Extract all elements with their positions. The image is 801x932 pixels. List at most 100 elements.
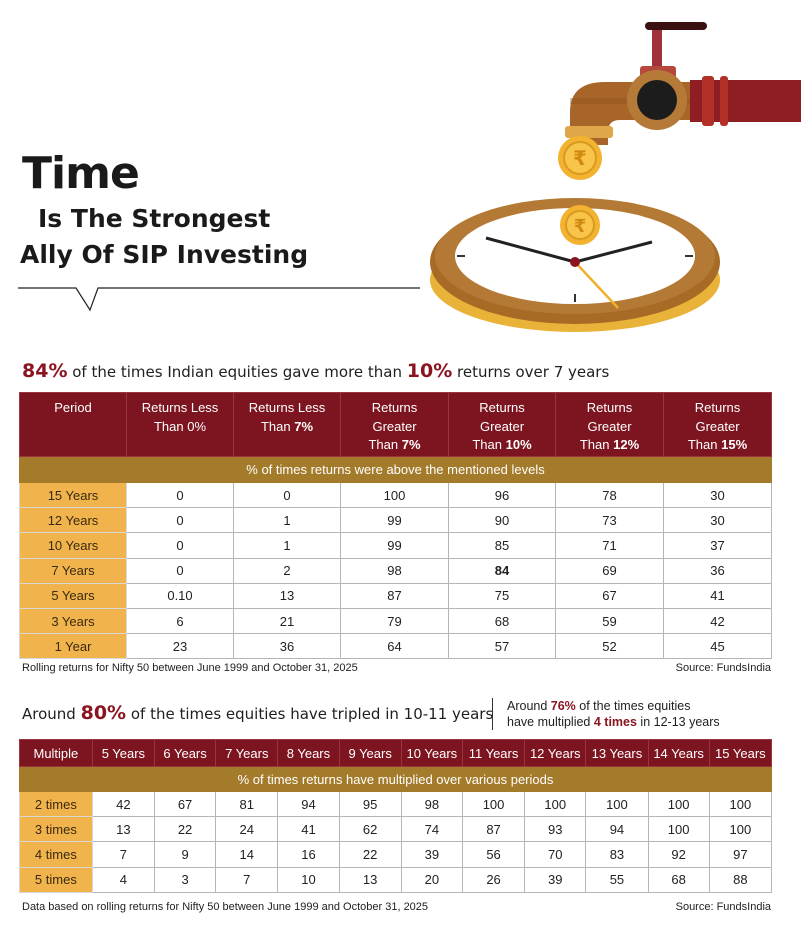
returns-value-cell: 100 <box>340 481 449 509</box>
returns-table-row: 7 Years 0 2 98 84 69 36 <box>19 557 772 584</box>
returns-value-cell: 37 <box>663 532 772 559</box>
hero-section: Time Is The Strongest Ally Of SIP Invest… <box>0 0 801 350</box>
multiples-value-cell: 100 <box>647 790 710 818</box>
returns-value-cell: 67 <box>555 582 664 609</box>
side-note: Around 76% of the times equities have mu… <box>492 698 720 730</box>
returns-value-cell: 90 <box>448 507 556 534</box>
header-period: Period <box>19 392 127 457</box>
header-gt-12: Returns Greater Than 12% <box>555 392 664 457</box>
multiples-value-cell: 92 <box>647 841 710 868</box>
multiples-band-row: % of times returns have multiplied over … <box>19 766 772 792</box>
side-note-percent: 76% <box>550 699 576 713</box>
multiples-table-row: 3 times 13 22 24 41 62 74 87 93 94 100 100 <box>19 816 773 843</box>
multiples-value-cell: 94 <box>585 816 649 843</box>
returns-value-cell: 85 <box>448 532 556 559</box>
rupee-coin-icon: ₹ <box>558 136 602 180</box>
section1-headline: 84% of the times Indian equities gave mo… <box>22 360 609 382</box>
returns-table-row: 5 Years 0.10 13 87 75 67 41 <box>19 582 772 609</box>
multiples-value-cell: 100 <box>708 816 773 843</box>
returns-value-cell: 6 <box>126 607 234 635</box>
speech-bubble-line <box>18 287 420 312</box>
tap-icon <box>565 22 801 145</box>
returns-value-cell: 42 <box>663 607 772 635</box>
multiples-value-cell: 22 <box>153 816 217 843</box>
multiples-value-cell: 83 <box>585 841 649 868</box>
headline-text-mid: of the times Indian equities gave more t… <box>67 363 407 381</box>
multiples-value-cell: 55 <box>585 866 649 893</box>
multiples-value-cell: 56 <box>461 841 526 868</box>
returns-value-cell: 23 <box>126 633 234 660</box>
header-gt-10: Returns Greater Than 10% <box>448 392 556 457</box>
returns-value-cell: 57 <box>448 633 556 660</box>
returns-value-cell: 1 <box>233 507 341 534</box>
multiples-value-cell: 81 <box>215 790 279 818</box>
returns-table-row: 10 Years 0 1 99 85 71 37 <box>19 532 772 559</box>
section2-headline: Around 80% of the times equities have tr… <box>22 702 493 724</box>
clock-icon: ₹ <box>430 198 720 332</box>
multiples-value-cell: 68 <box>647 866 710 893</box>
returns-value-cell: 13 <box>233 582 341 609</box>
multiples-value-cell: 13 <box>338 866 402 893</box>
period-cell: 12 Years <box>19 507 127 534</box>
title-line-1: Time <box>22 148 140 199</box>
multiple-label-cell: 4 times <box>19 841 93 868</box>
multiples-value-cell: 93 <box>524 816 587 843</box>
coin-symbol-text: ₹ <box>573 146 587 170</box>
header-less-7: Returns Less Than 7% <box>233 392 341 457</box>
returns-value-cell: 98 <box>340 557 449 584</box>
multiple-label-cell: 5 times <box>19 866 93 893</box>
multiples-table: Multiple 5 Years 6 Years 7 Years 8 Years 9 Ye… <box>19 739 773 893</box>
returns-value-cell: 0 <box>233 481 341 509</box>
multiples-value-cell: 41 <box>277 816 340 843</box>
multiples-value-cell: 26 <box>461 866 526 893</box>
multiples-value-cell: 3 <box>153 866 217 893</box>
returns-value-cell: 36 <box>663 557 772 584</box>
returns-value-cell: 78 <box>555 481 664 509</box>
returns-value-cell: 59 <box>555 607 664 635</box>
period-cell: 3 Years <box>19 607 127 635</box>
multiples-table-row: 4 times 7 9 14 16 22 39 56 70 83 92 97 <box>19 841 773 868</box>
returns-value-cell: 75 <box>448 582 556 609</box>
returns-value-cell: 30 <box>663 507 772 534</box>
multiples-header-cell: 6 Years <box>153 739 217 767</box>
multiple-label-cell: 3 times <box>19 816 93 843</box>
multiples-value-cell: 100 <box>461 790 526 818</box>
returns-table-row: 15 Years 0 0 100 96 78 30 <box>19 481 772 509</box>
multiples-header-cell: 13 Years <box>585 739 649 767</box>
multiples-value-cell: 20 <box>400 866 463 893</box>
multiples-value-cell: 7 <box>215 866 279 893</box>
multiple-label-cell: 2 times <box>19 790 93 818</box>
title-line-2: Is The Strongest <box>38 204 271 233</box>
multiples-value-cell: 16 <box>277 841 340 868</box>
returns-value-cell: 1 <box>233 532 341 559</box>
multiples-value-cell: 24 <box>215 816 279 843</box>
returns-value-cell: 68 <box>448 607 556 635</box>
multiples-header-cell: 5 Years <box>91 739 155 767</box>
headline2-percent: 80% <box>80 702 127 724</box>
returns-value-cell: 52 <box>555 633 664 660</box>
headline-text-end: returns over 7 years <box>452 363 610 381</box>
band-label: % of times returns were above the mentio… <box>19 456 772 483</box>
multiples-value-cell: 95 <box>338 790 402 818</box>
multiples-table-row: 2 times 42 67 81 94 95 98 100 100 100 100 100 <box>19 790 773 818</box>
returns-table-row: 1 Year 23 36 64 57 52 45 <box>19 633 772 660</box>
returns-value-cell: 41 <box>663 582 772 609</box>
side-note-pre: Around <box>507 699 551 713</box>
multiples-value-cell: 4 <box>91 866 155 893</box>
title-line-3: Ally Of SIP Investing <box>20 240 309 269</box>
multiples-header-cell: 8 Years <box>277 739 340 767</box>
period-cell: 7 Years <box>19 557 127 584</box>
returns-value-cell: 71 <box>555 532 664 559</box>
returns-value-cell: 69 <box>555 557 664 584</box>
returns-value-cell: 99 <box>340 507 449 534</box>
returns-value-cell: 87 <box>340 582 449 609</box>
returns-value-cell: 0 <box>126 507 234 534</box>
period-cell: 10 Years <box>19 532 127 559</box>
multiples-value-cell: 62 <box>338 816 402 843</box>
multiples-header-cell: 12 Years <box>524 739 587 767</box>
multiples-value-cell: 97 <box>708 841 773 868</box>
side-note-bold: 4 times <box>593 715 637 729</box>
side-note-l2end: in 12-13 years <box>636 715 720 729</box>
section2-source: Source: FundsIndia <box>675 901 771 913</box>
multiples-header-cell: Multiple <box>19 739 93 767</box>
